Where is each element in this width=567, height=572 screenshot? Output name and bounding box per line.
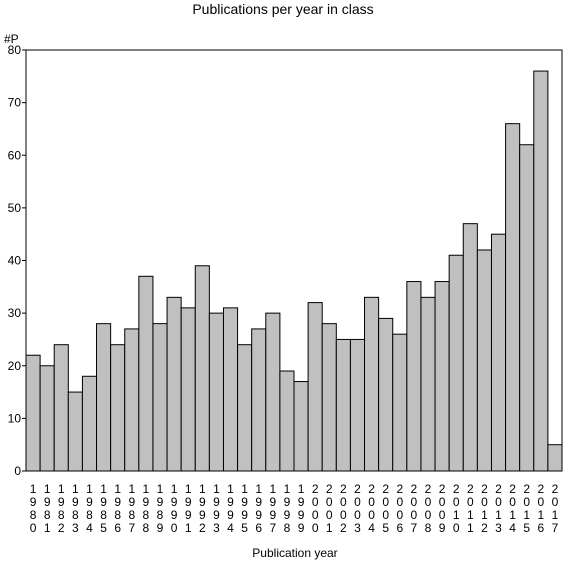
- bar-1988: [138, 275, 154, 472]
- bar-1982: [53, 344, 69, 472]
- bar-1998: [279, 370, 295, 472]
- bar-2003: [349, 338, 366, 472]
- bar-1984: [81, 375, 98, 472]
- bar-2008: [420, 296, 436, 472]
- y-tick-label: 50: [8, 201, 22, 215]
- bar-1994: [222, 307, 239, 472]
- bar-2010: [448, 254, 464, 472]
- bar-2013: [490, 233, 507, 472]
- bar-1997: [265, 312, 281, 472]
- x-axis-label: Publication year: [252, 546, 337, 560]
- y-tick-label: 20: [8, 359, 22, 373]
- bar-1989: [152, 323, 168, 472]
- y-tick-label: 70: [8, 96, 22, 110]
- bar-1985: [96, 323, 112, 472]
- bar-1995: [237, 344, 253, 472]
- bar-1999: [293, 381, 309, 472]
- bar-2017: [547, 444, 563, 472]
- bar-2006: [392, 333, 408, 472]
- bar-2007: [406, 281, 422, 472]
- y-axis-label: #P: [4, 32, 19, 46]
- bar-1993: [208, 312, 224, 472]
- bar-2009: [434, 281, 450, 472]
- bar-1991: [180, 307, 196, 472]
- y-tick-label: 30: [8, 306, 22, 320]
- y-tick-label: 10: [8, 411, 22, 425]
- y-tick-label: 80: [8, 43, 22, 57]
- bar-1983: [67, 391, 83, 472]
- y-tick-label: 40: [8, 254, 22, 268]
- bar-2016: [533, 70, 549, 472]
- bar-2005: [378, 317, 394, 472]
- y-tick-label: 0: [14, 464, 21, 478]
- bar-1990: [166, 296, 182, 472]
- bar-1980: [25, 354, 41, 472]
- bar-2002: [335, 338, 351, 472]
- bar-2004: [364, 296, 380, 472]
- chart-title: Publications per year in class: [192, 1, 373, 17]
- bar-2001: [321, 323, 337, 472]
- bar-2012: [476, 249, 492, 472]
- bar-2011: [462, 223, 478, 472]
- y-tick-label: 60: [8, 148, 22, 162]
- bar-2014: [505, 123, 521, 472]
- bar-1992: [194, 265, 210, 472]
- plot-area: 0 10 20 30 40 50 60 70 80 1 9 8 0 1 9 8 1 1 9 8 2 1 9 8 3 1 9 8 4 1 9 8…: [8, 43, 563, 535]
- bar-1987: [124, 328, 140, 472]
- bar-2015: [519, 144, 535, 472]
- bar-1986: [110, 344, 126, 472]
- bar-1996: [251, 328, 267, 472]
- bar-2000: [307, 302, 323, 472]
- bar-1981: [39, 365, 55, 472]
